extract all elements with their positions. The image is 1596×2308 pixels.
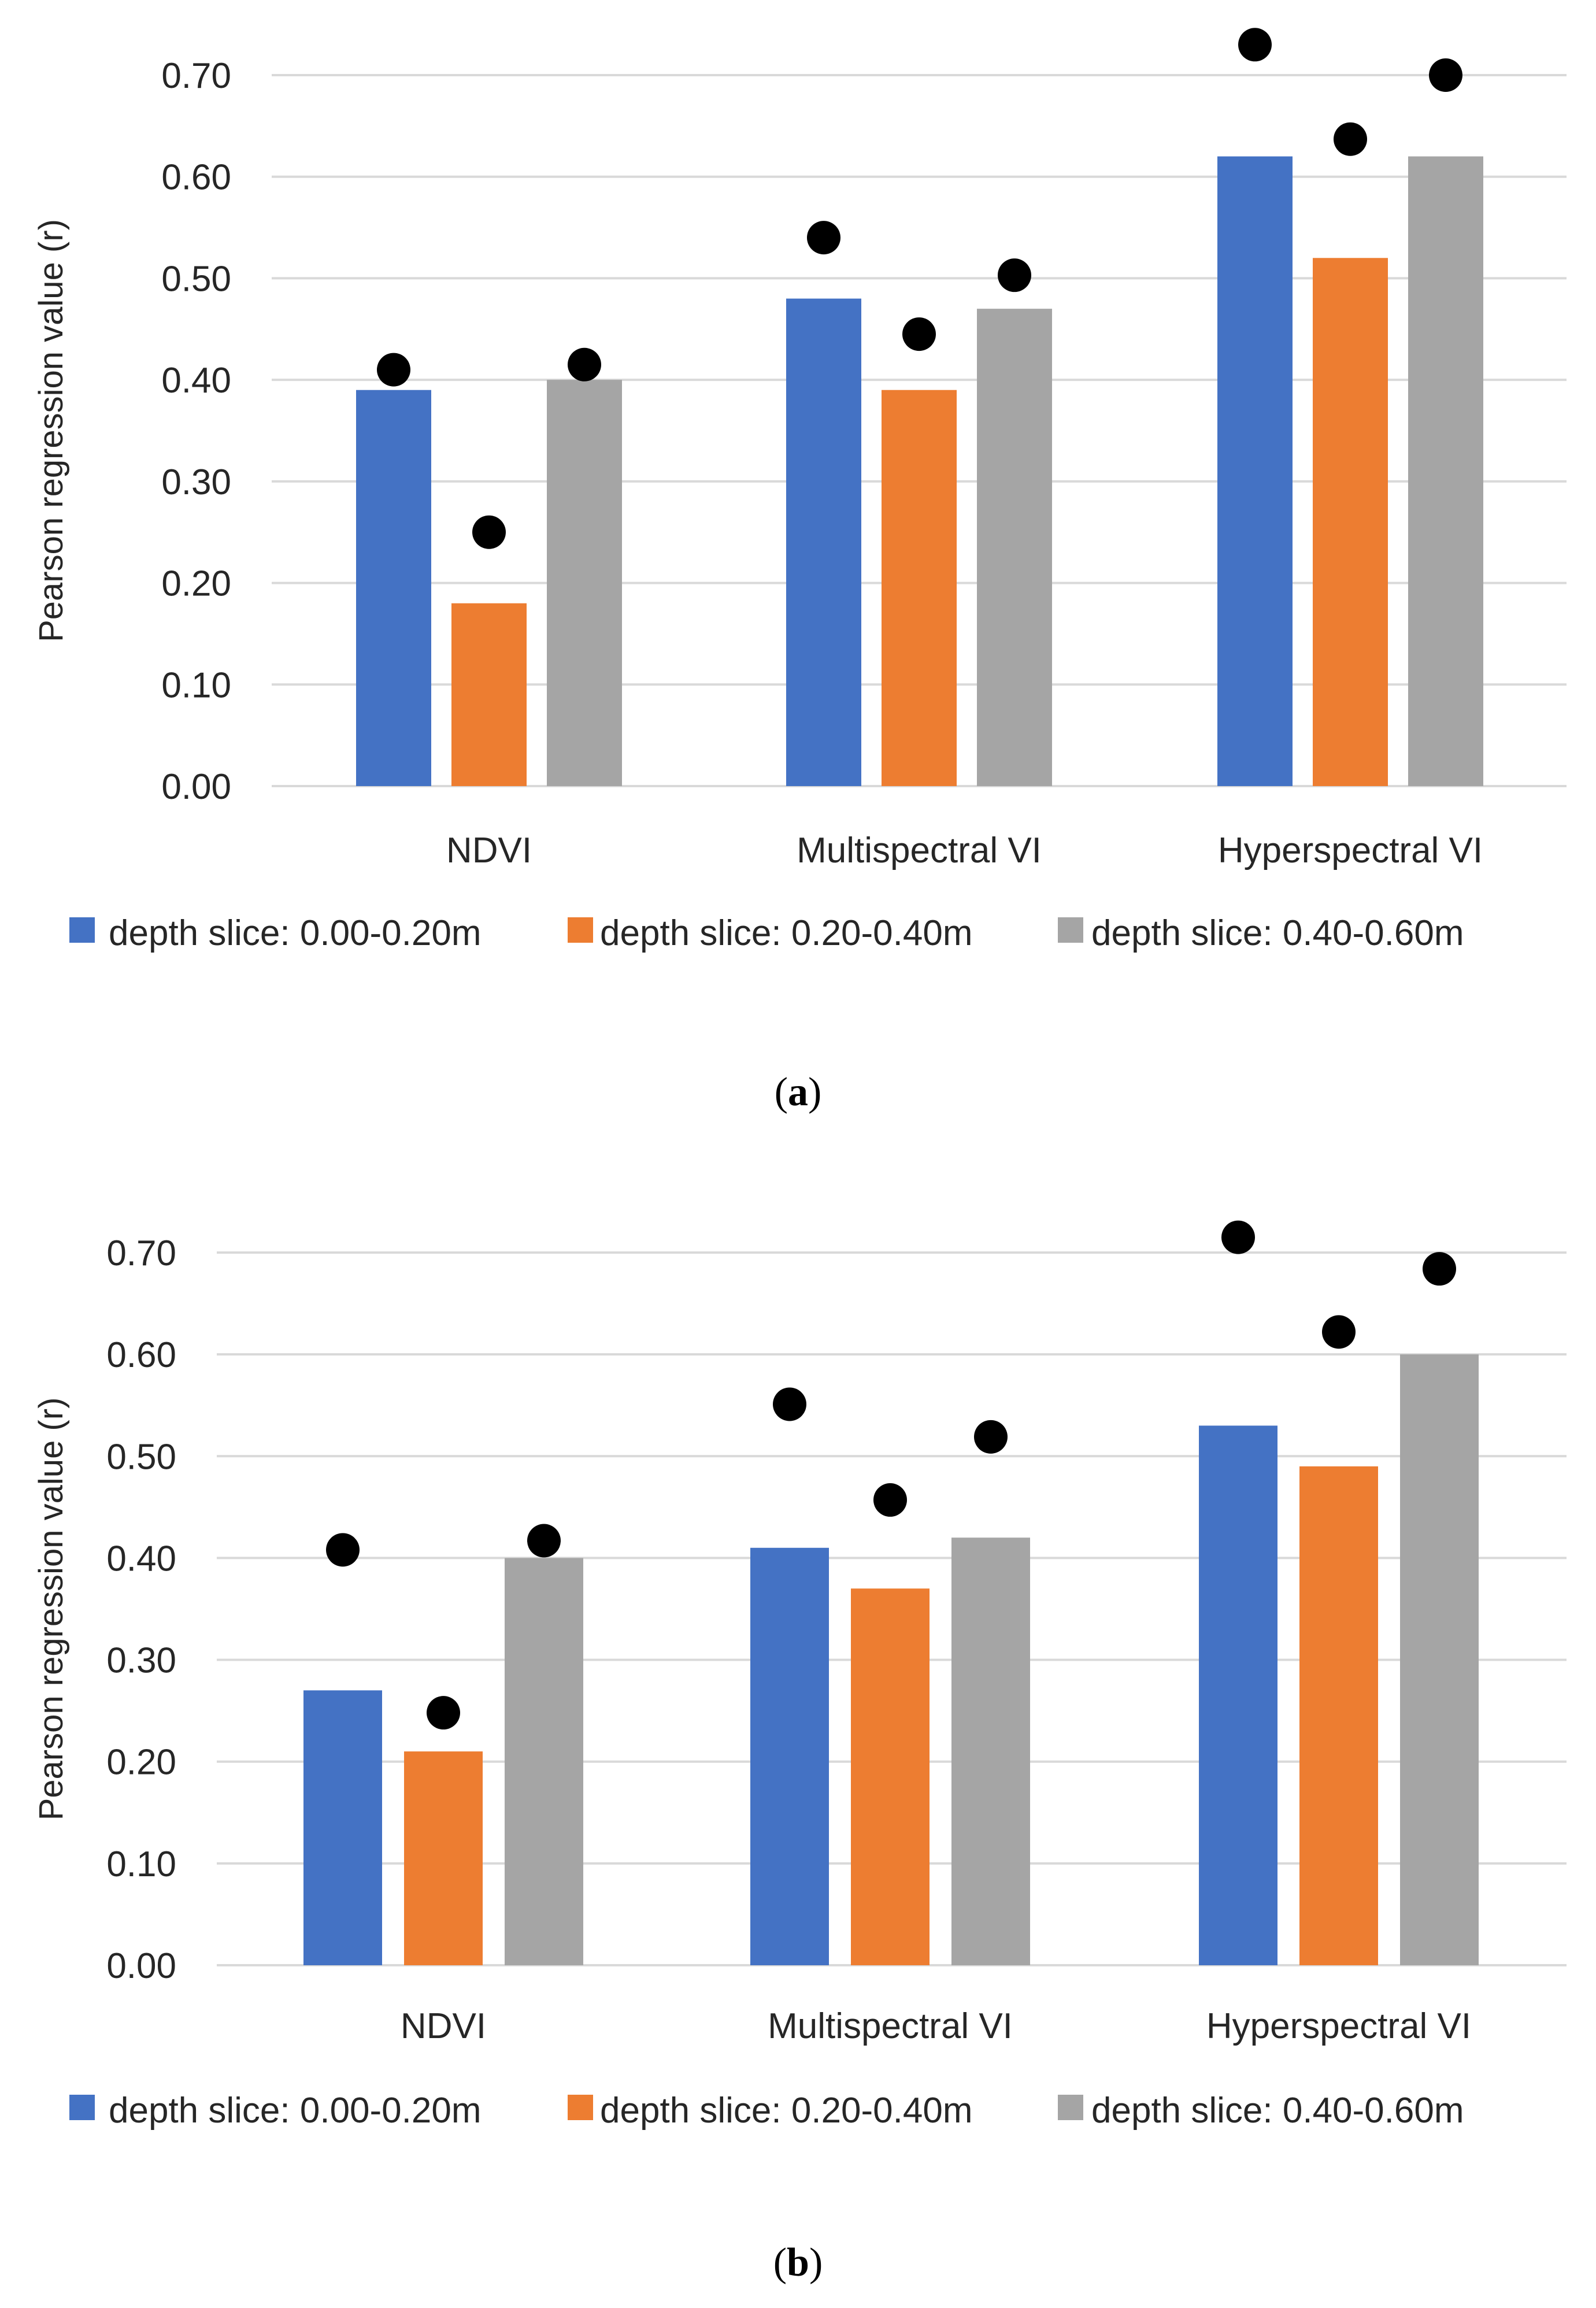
chart-a-y-axis-title: Pearson regression value (r) xyxy=(32,219,70,642)
chart-a-svg: 0.00 0.10 0.20 0.30 0.40 0.50 0.60 0.70 NDVI Mult… xyxy=(32,28,1567,953)
chart-b-y-tick-label: 0.10 xyxy=(106,1844,176,1884)
chart-a-marker-point xyxy=(1429,58,1462,92)
chart-a-legend-swatch xyxy=(1058,917,1083,943)
chart-a-marker-point xyxy=(472,515,506,549)
chart-b-bar xyxy=(303,1690,382,1965)
chart-a-marker-point xyxy=(998,258,1031,292)
chart-a-marker-point xyxy=(568,347,601,381)
chart-a-marker-point xyxy=(1238,28,1272,62)
chart-a-legend-label: depth slice: 0.00-0.20m xyxy=(109,913,482,953)
chart-a-legend-swatch xyxy=(69,917,95,943)
chart-b-bar xyxy=(750,1547,829,1965)
chart-a-category-label: Hyperspectral VI xyxy=(1218,831,1483,870)
chart-a-y-tick-label: 0.60 xyxy=(161,158,231,198)
chart-b-marker-point xyxy=(1221,1220,1255,1254)
chart-a-bar xyxy=(1313,258,1388,786)
chart-b-legend-swatch xyxy=(568,2095,593,2120)
chart-a-bar xyxy=(882,390,957,786)
chart-a-bar xyxy=(356,390,431,786)
chart-a-y-tick-label: 0.50 xyxy=(161,259,231,299)
chart-a-legend-label: depth slice: 0.40-0.60m xyxy=(1091,913,1464,953)
chart-a-bar xyxy=(451,603,527,786)
chart-a-y-tick-label: 0.20 xyxy=(161,564,231,604)
caption-b-label: b xyxy=(787,2240,809,2285)
chart-a-category-label: Multispectral VI xyxy=(797,831,1042,870)
chart-b-y-axis-title: Pearson regression value (r) xyxy=(32,1398,70,1821)
chart-b-bar xyxy=(505,1558,583,1965)
chart-panel-a: 0.00 0.10 0.20 0.30 0.40 0.50 0.60 0.70 NDVI Mult… xyxy=(0,0,1596,1144)
chart-a-marker-point xyxy=(807,221,840,255)
chart-b-bar xyxy=(951,1538,1030,1965)
chart-a-legend-label: depth slice: 0.20-0.40m xyxy=(600,913,973,953)
chart-b-legend-label: depth slice: 0.00-0.20m xyxy=(109,2091,482,2131)
chart-b-marker-point xyxy=(527,1524,561,1558)
chart-b-bar xyxy=(1400,1354,1479,1965)
chart-a-y-tick-label: 0.10 xyxy=(161,665,231,705)
chart-a-bar xyxy=(1408,156,1483,787)
chart-b-marker-point xyxy=(326,1533,360,1567)
chart-b-y-tick-label: 0.40 xyxy=(106,1539,176,1579)
chart-b-legend-swatch xyxy=(69,2095,95,2120)
chart-a-y-tick-label: 0.70 xyxy=(161,56,231,96)
chart-a-bar xyxy=(1217,156,1293,787)
chart-b-y-tick-label: 0.70 xyxy=(106,1233,176,1273)
chart-b-legend-label: depth slice: 0.40-0.60m xyxy=(1091,2091,1464,2131)
chart-a-y-tick-label: 0.40 xyxy=(161,361,231,401)
chart-a-bar xyxy=(977,309,1052,786)
chart-b-category-label: NDVI xyxy=(401,2006,486,2046)
chart-a-marker-point xyxy=(377,353,410,387)
chart-b-bar xyxy=(851,1588,930,1965)
chart-a-category-label: NDVI xyxy=(446,831,532,870)
chart-b-category-label: Hyperspectral VI xyxy=(1206,2006,1471,2046)
chart-a-legend-swatch xyxy=(568,917,593,943)
caption-b: (b) xyxy=(773,2240,823,2285)
chart-a-marker-point xyxy=(902,317,936,351)
chart-b-bar xyxy=(1299,1466,1378,1965)
chart-b-y-tick-label: 0.20 xyxy=(106,1743,176,1783)
chart-b-svg: 0.00 0.10 0.20 0.30 0.40 0.50 0.60 0.70 NDVI Mult… xyxy=(32,1220,1567,2131)
chart-b-y-tick-label: 0.60 xyxy=(106,1335,176,1375)
chart-b-marker-point xyxy=(773,1387,806,1421)
chart-b-marker-point xyxy=(1322,1315,1356,1349)
chart-a-bar xyxy=(786,298,861,786)
chart-b-marker-point xyxy=(1423,1252,1456,1286)
chart-b-y-tick-label: 0.30 xyxy=(106,1641,176,1681)
chart-panel-b: 0.00 0.10 0.20 0.30 0.40 0.50 0.60 0.70 NDVI Mult… xyxy=(0,1179,1596,2308)
chart-a-y-tick-label: 0.00 xyxy=(161,767,231,807)
chart-b-legend-swatch xyxy=(1058,2095,1083,2120)
chart-b-y-tick-label: 0.50 xyxy=(106,1437,176,1477)
chart-b-marker-point xyxy=(427,1696,460,1730)
chart-b-category-label: Multispectral VI xyxy=(768,2006,1013,2046)
caption-a-label: a xyxy=(788,1070,808,1114)
chart-b-marker-point xyxy=(873,1483,907,1517)
chart-b-legend-label: depth slice: 0.20-0.40m xyxy=(600,2091,973,2131)
chart-a-y-tick-label: 0.30 xyxy=(161,462,231,502)
chart-b-bar xyxy=(404,1751,483,1965)
chart-b-y-tick-label: 0.00 xyxy=(106,1946,176,1986)
chart-b-bar xyxy=(1199,1425,1277,1965)
caption-a: (a) xyxy=(774,1070,822,1114)
chart-a-bar xyxy=(547,380,622,786)
chart-b-marker-point xyxy=(974,1420,1008,1454)
chart-a-marker-point xyxy=(1334,122,1367,156)
